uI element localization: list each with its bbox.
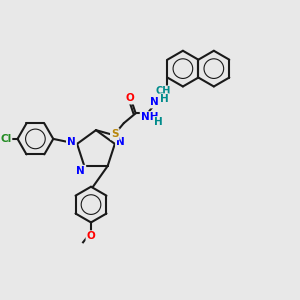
Text: H: H	[154, 117, 163, 127]
Text: O: O	[87, 231, 95, 241]
Text: H: H	[160, 94, 169, 104]
Text: N: N	[67, 137, 76, 147]
Text: Cl: Cl	[0, 134, 11, 144]
Text: S: S	[111, 129, 118, 139]
Text: CH: CH	[156, 86, 171, 96]
Text: N: N	[116, 137, 125, 147]
Text: N: N	[150, 98, 159, 107]
Text: NH: NH	[141, 112, 158, 122]
Text: O: O	[125, 93, 134, 103]
Text: N: N	[76, 166, 85, 176]
